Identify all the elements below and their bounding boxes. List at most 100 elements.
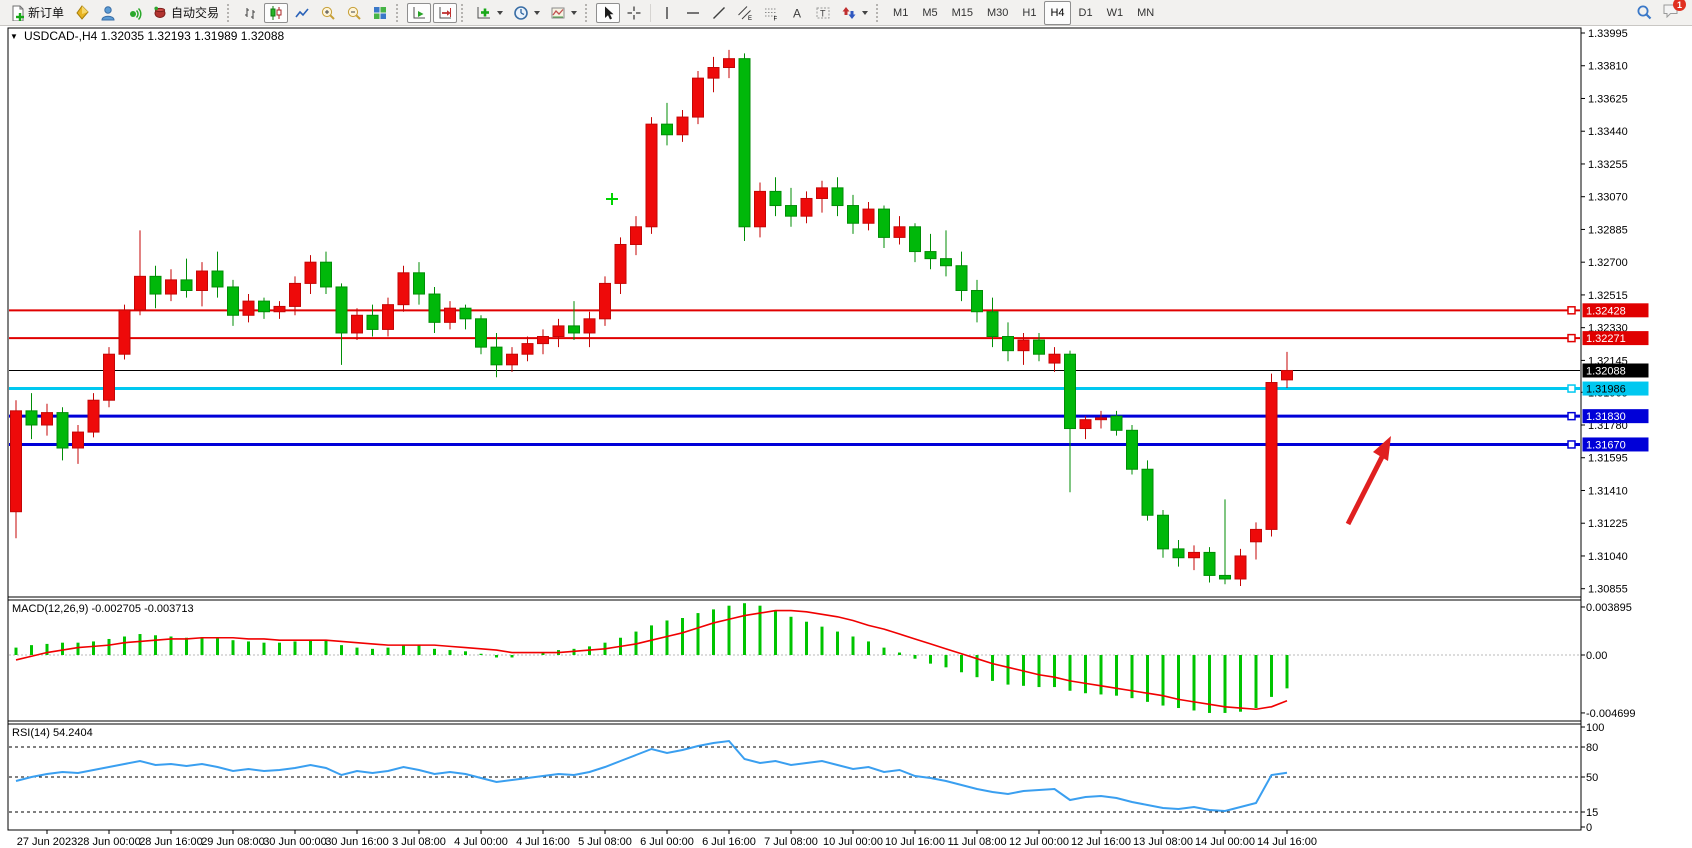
profile-button[interactable] <box>96 3 120 23</box>
candle <box>1141 468 1154 516</box>
candle <box>351 314 363 334</box>
candle <box>87 399 100 433</box>
chart-header: ▼ USDCAD-,H4 1.32035 1.32193 1.31989 1.32… <box>10 29 285 43</box>
price-axis-label: 1.31410 <box>1588 485 1628 497</box>
timeframe-m30[interactable]: M30 <box>987 6 1009 19</box>
rsi-axis-label: 100 <box>1586 722 1604 734</box>
price-badge-label: 1.31830 <box>1586 411 1626 423</box>
collapse-triangle-icon[interactable]: ▼ <box>10 32 18 41</box>
time-axis-label: 6 Jul 00:00 <box>640 836 694 848</box>
horizontal-line-button[interactable] <box>681 3 705 23</box>
chart-title: USDCAD-,H4 1.32035 1.32193 1.31989 1.320… <box>24 29 285 43</box>
toolbar-handle <box>876 3 883 22</box>
candle <box>165 279 177 295</box>
price-badge <box>1582 409 1649 424</box>
text-button[interactable]: A <box>785 3 809 23</box>
price-badge <box>1582 381 1649 396</box>
candlestick-chart-button[interactable] <box>264 2 289 23</box>
trendline-icon <box>713 6 726 19</box>
candle <box>25 410 38 426</box>
rsi-axis-label: 50 <box>1586 772 1598 784</box>
candle <box>1033 339 1045 355</box>
line-chart-button[interactable] <box>290 3 314 23</box>
price-axis-label: 1.33440 <box>1588 126 1628 138</box>
timeframe-m15[interactable]: M15 <box>951 6 973 19</box>
indicators-icon <box>477 6 491 18</box>
arrows-button[interactable] <box>837 3 872 23</box>
price-badge <box>1582 331 1649 346</box>
price-badge-label: 1.31986 <box>1586 384 1626 396</box>
candle <box>1095 417 1107 421</box>
candle <box>196 270 208 291</box>
macd-axis-label: -0.004699 <box>1586 708 1636 720</box>
price-badge <box>1582 303 1649 318</box>
candle <box>289 282 301 307</box>
rsi-axis-label: 15 <box>1586 807 1598 819</box>
price-axis-label: 1.32700 <box>1588 257 1628 269</box>
crosshair-icon <box>627 6 641 19</box>
timeframe-m5[interactable]: M5 <box>922 6 938 19</box>
bar-chart-button[interactable] <box>238 3 262 23</box>
price-axis[interactable]: 1.33995 1.33810 1.33625 1.33440 1.33255 1.330… <box>1581 28 1649 596</box>
fibonacci-button[interactable]: F <box>759 3 783 23</box>
hline-handle[interactable] <box>1567 440 1576 449</box>
candle <box>630 226 642 245</box>
market-depth-button[interactable] <box>70 3 94 23</box>
crosshair-button[interactable] <box>622 3 646 23</box>
price-axis-label: 1.31595 <box>1588 453 1628 465</box>
hline-handle[interactable] <box>1567 384 1576 393</box>
hline-handle[interactable] <box>1567 411 1576 421</box>
notifications-button[interactable]: 1 <box>1662 0 1686 23</box>
toolbar: 新订单 自动交易 <box>0 0 1692 26</box>
trendline-button[interactable] <box>707 3 731 23</box>
hline-handle[interactable] <box>1567 306 1576 315</box>
candle <box>552 325 565 338</box>
time-axis-label: 4 Jul 00:00 <box>454 836 508 848</box>
timeframe-h1[interactable]: H1 <box>1022 6 1037 19</box>
timeframe-d1[interactable]: D1 <box>1078 6 1093 19</box>
price-badge <box>1582 437 1649 452</box>
cursor-button[interactable] <box>596 2 621 23</box>
search-button[interactable] <box>1632 3 1657 23</box>
equidistant-channel-button[interactable]: E <box>733 3 757 23</box>
chart-shift-button[interactable] <box>433 2 458 23</box>
periods-button[interactable] <box>509 3 544 23</box>
candle <box>537 336 549 345</box>
indicators-button[interactable] <box>472 3 507 23</box>
macd-axis-label: 0.00 <box>1586 650 1607 662</box>
plus-marker[interactable] <box>606 193 618 205</box>
timeframe-m1[interactable]: M1 <box>893 6 909 19</box>
templates-button[interactable] <box>546 3 581 23</box>
bar-chart-icon <box>245 7 256 19</box>
arrows-icon <box>842 6 856 19</box>
new-order-icon <box>12 5 24 21</box>
vertical-line-button[interactable] <box>655 3 679 23</box>
candle <box>1281 369 1293 381</box>
tile-windows-button[interactable] <box>368 3 392 23</box>
candle <box>521 343 534 355</box>
trend-arrow[interactable] <box>1345 436 1391 526</box>
timeframe-mn[interactable]: MN <box>1137 6 1155 19</box>
chevron-down-icon <box>862 10 869 15</box>
candle <box>56 412 69 449</box>
hline-handle[interactable] <box>1567 333 1576 343</box>
auto-scroll-button[interactable] <box>407 2 432 23</box>
text-label-button[interactable]: T <box>811 3 835 23</box>
time-axis-label: 30 Jun 00:00 <box>263 836 327 848</box>
candle <box>1064 353 1076 430</box>
signals-button[interactable] <box>122 3 146 23</box>
zoom-in-button[interactable] <box>316 3 340 23</box>
candle <box>661 123 673 136</box>
autotrading-button[interactable]: 自动交易 <box>148 3 223 23</box>
candle <box>940 258 952 267</box>
new-order-button[interactable]: 新订单 <box>5 3 68 23</box>
rsi-panel: RSI(14) 54.2404 100 80 50 15 0 <box>12 722 1604 834</box>
candle <box>1157 514 1169 550</box>
zoom-out-button[interactable] <box>342 3 366 23</box>
timeframe-w1[interactable]: W1 <box>1106 6 1124 19</box>
timeframe-h4[interactable]: H4 <box>1044 0 1071 25</box>
arrow-head <box>1373 436 1391 461</box>
chart-canvas[interactable]: 1.33995 1.33810 1.33625 1.33440 1.33255 1.330… <box>0 26 1692 848</box>
candle <box>831 187 844 207</box>
